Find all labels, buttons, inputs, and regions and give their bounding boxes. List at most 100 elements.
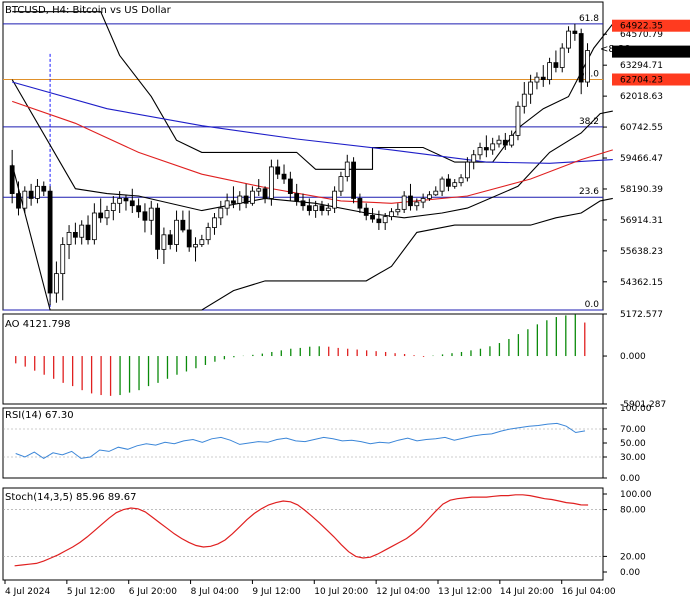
ao-panel[interactable]: 5172.577 0.000 -5901.287 — [2, 310, 666, 410]
candle[interactable] — [306, 198, 312, 216]
candle[interactable] — [193, 237, 198, 262]
candle[interactable] — [300, 193, 306, 211]
candle[interactable] — [420, 193, 426, 209]
candle[interactable] — [553, 50, 559, 73]
candle[interactable] — [180, 210, 186, 233]
candle[interactable] — [433, 186, 439, 197]
candle[interactable] — [212, 212, 217, 235]
candle[interactable] — [325, 203, 331, 216]
candle[interactable] — [401, 191, 407, 213]
candle[interactable] — [515, 101, 521, 141]
candle[interactable] — [104, 205, 110, 226]
candle-body — [427, 194, 432, 199]
candle[interactable] — [439, 176, 445, 197]
candle[interactable] — [559, 43, 565, 73]
candle[interactable] — [174, 210, 179, 252]
candle[interactable] — [490, 137, 496, 155]
candle[interactable] — [142, 203, 148, 233]
candle[interactable] — [110, 196, 116, 221]
candle[interactable] — [414, 198, 420, 211]
candle[interactable] — [528, 74, 534, 104]
candle[interactable] — [458, 174, 464, 187]
candle[interactable] — [477, 142, 483, 160]
candle[interactable] — [585, 43, 590, 87]
candle[interactable] — [509, 130, 515, 148]
candle[interactable] — [256, 179, 262, 197]
candle[interactable] — [395, 203, 401, 216]
candle[interactable] — [117, 191, 123, 213]
candle[interactable] — [35, 179, 40, 204]
price-panel[interactable]: 61.850.038.223.60.064570.7963294.7162018… — [2, 1, 690, 311]
candle[interactable] — [47, 186, 53, 306]
candle[interactable] — [205, 222, 211, 245]
candle[interactable] — [268, 159, 274, 206]
candle[interactable] — [534, 72, 540, 90]
candle[interactable] — [294, 183, 300, 206]
candle[interactable] — [250, 186, 255, 206]
candle[interactable] — [382, 212, 388, 230]
candle[interactable] — [521, 82, 527, 114]
candle[interactable] — [231, 186, 236, 209]
candle[interactable] — [161, 227, 167, 264]
candle[interactable] — [363, 203, 369, 221]
stoch-tick-label: 80.00 — [620, 506, 646, 516]
candle[interactable] — [566, 26, 571, 53]
candle[interactable] — [16, 181, 21, 216]
candle[interactable] — [376, 210, 382, 230]
candle[interactable] — [496, 135, 502, 148]
candle[interactable] — [483, 135, 489, 158]
candle[interactable] — [237, 191, 243, 211]
candle[interactable] — [578, 28, 584, 95]
candle[interactable] — [155, 203, 160, 260]
candle[interactable] — [129, 188, 135, 213]
candle[interactable] — [66, 225, 72, 260]
candle[interactable] — [72, 222, 78, 245]
candle[interactable] — [199, 234, 205, 247]
candle[interactable] — [351, 157, 356, 204]
candle[interactable] — [123, 194, 129, 211]
candle[interactable] — [79, 220, 85, 245]
candle[interactable] — [332, 186, 338, 213]
candle[interactable] — [60, 237, 66, 301]
candle[interactable] — [287, 171, 293, 201]
candle[interactable] — [54, 261, 59, 303]
candle[interactable] — [572, 23, 578, 41]
candle[interactable] — [9, 149, 15, 204]
candle[interactable] — [338, 171, 344, 197]
candle[interactable] — [502, 132, 508, 150]
candle[interactable] — [186, 210, 192, 252]
candle[interactable] — [148, 200, 154, 235]
candle[interactable] — [408, 183, 413, 211]
candle[interactable] — [262, 186, 268, 204]
candle[interactable] — [540, 65, 546, 87]
candle[interactable] — [471, 149, 477, 170]
candle[interactable] — [98, 198, 104, 223]
candle[interactable] — [357, 193, 363, 213]
candle[interactable] — [547, 57, 552, 85]
candle[interactable] — [167, 229, 173, 250]
candle[interactable] — [218, 200, 224, 226]
candle[interactable] — [281, 164, 287, 184]
candle[interactable] — [452, 179, 458, 189]
candle[interactable] — [446, 174, 451, 192]
candle[interactable] — [370, 208, 375, 223]
candle[interactable] — [313, 200, 319, 218]
candle[interactable] — [319, 200, 325, 216]
candle[interactable] — [28, 183, 34, 206]
rsi-panel[interactable]: 100.00 70.00 50.00 30.00 0.00 — [2, 404, 652, 484]
candle[interactable] — [91, 203, 97, 245]
candle[interactable] — [41, 181, 47, 197]
candle[interactable] — [389, 208, 394, 221]
candle[interactable] — [85, 215, 91, 245]
candle[interactable] — [22, 186, 28, 213]
stoch-panel[interactable]: 100.00 80.00 20.00 0.00 — [2, 487, 652, 581]
time-tick-label: 5 Jul 12:00 — [67, 587, 116, 597]
candle[interactable] — [427, 191, 432, 201]
candle[interactable] — [464, 157, 470, 182]
candle[interactable] — [275, 159, 281, 180]
candle[interactable] — [224, 193, 230, 216]
candle[interactable] — [136, 198, 142, 218]
candle[interactable] — [243, 183, 249, 209]
candle[interactable] — [344, 154, 350, 182]
